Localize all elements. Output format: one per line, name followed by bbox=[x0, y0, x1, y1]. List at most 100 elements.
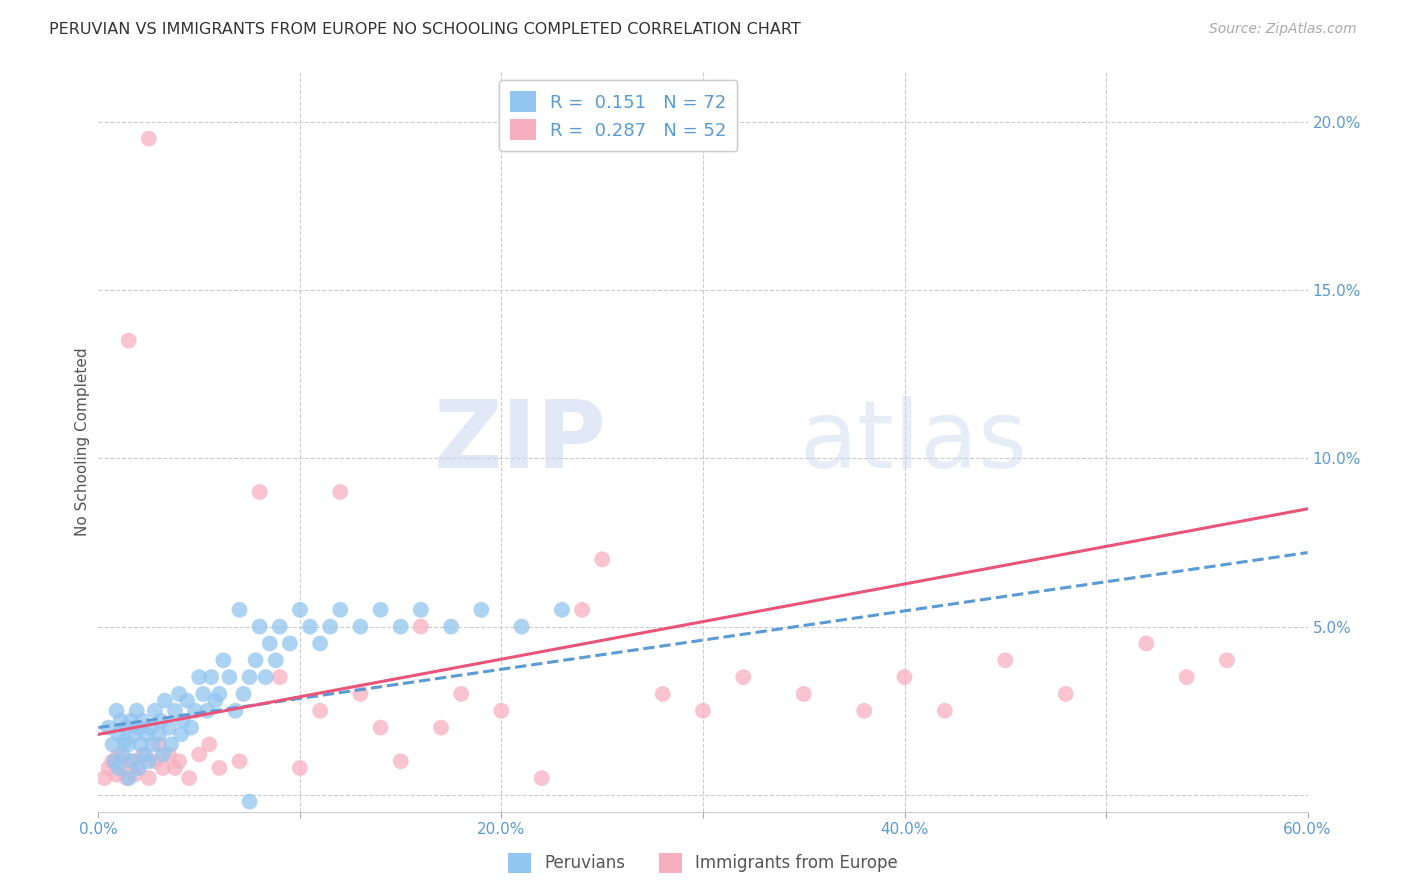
Point bbox=[120, 754, 142, 768]
Point bbox=[135, 727, 157, 741]
Point bbox=[299, 619, 322, 633]
Point bbox=[93, 771, 115, 785]
Point bbox=[118, 771, 141, 785]
Point bbox=[370, 603, 392, 617]
Point bbox=[143, 704, 166, 718]
Point bbox=[249, 485, 271, 500]
Point bbox=[163, 704, 186, 718]
Point bbox=[128, 761, 150, 775]
Point bbox=[228, 603, 250, 617]
Point bbox=[138, 771, 160, 785]
Point bbox=[245, 653, 267, 667]
Point bbox=[591, 552, 613, 566]
Point bbox=[288, 603, 311, 617]
Point bbox=[309, 636, 332, 650]
Point bbox=[370, 721, 392, 735]
Point bbox=[111, 761, 134, 775]
Point bbox=[349, 687, 371, 701]
Point bbox=[179, 771, 201, 785]
Point bbox=[239, 670, 262, 684]
Point bbox=[101, 754, 124, 768]
Point bbox=[259, 636, 281, 650]
Point bbox=[111, 747, 134, 762]
Point bbox=[1054, 687, 1077, 701]
Point bbox=[228, 754, 250, 768]
Point bbox=[239, 795, 262, 809]
Legend: Peruvians, Immigrants from Europe: Peruvians, Immigrants from Europe bbox=[501, 847, 905, 880]
Point bbox=[180, 721, 202, 735]
Point bbox=[389, 619, 412, 633]
Point bbox=[232, 687, 254, 701]
Point bbox=[389, 754, 412, 768]
Point bbox=[319, 619, 342, 633]
Point bbox=[1135, 636, 1157, 650]
Point bbox=[152, 747, 174, 762]
Text: Source: ZipAtlas.com: Source: ZipAtlas.com bbox=[1209, 22, 1357, 37]
Point bbox=[212, 653, 235, 667]
Point bbox=[193, 687, 215, 701]
Point bbox=[115, 771, 138, 785]
Point bbox=[571, 603, 593, 617]
Point bbox=[188, 747, 211, 762]
Point bbox=[152, 761, 174, 775]
Point bbox=[651, 687, 673, 701]
Point bbox=[172, 714, 194, 728]
Point bbox=[264, 653, 287, 667]
Point bbox=[138, 131, 160, 145]
Point bbox=[101, 738, 124, 752]
Point bbox=[157, 721, 180, 735]
Point bbox=[107, 727, 129, 741]
Point bbox=[195, 704, 218, 718]
Point bbox=[149, 714, 172, 728]
Point bbox=[153, 694, 176, 708]
Point bbox=[118, 334, 141, 348]
Point bbox=[170, 727, 193, 741]
Point bbox=[124, 727, 146, 741]
Point bbox=[440, 619, 463, 633]
Point bbox=[893, 670, 915, 684]
Point bbox=[349, 619, 371, 633]
Point bbox=[97, 761, 120, 775]
Point bbox=[853, 704, 876, 718]
Point bbox=[125, 704, 148, 718]
Point bbox=[105, 704, 128, 718]
Point bbox=[204, 694, 226, 708]
Point bbox=[142, 738, 165, 752]
Point bbox=[934, 704, 956, 718]
Point bbox=[224, 704, 246, 718]
Point bbox=[118, 738, 141, 752]
Point bbox=[329, 603, 352, 617]
Point bbox=[254, 670, 277, 684]
Point bbox=[124, 767, 146, 781]
Point bbox=[309, 704, 332, 718]
Point bbox=[132, 714, 155, 728]
Point bbox=[157, 747, 180, 762]
Point bbox=[1175, 670, 1198, 684]
Point bbox=[329, 485, 352, 500]
Point bbox=[269, 619, 291, 633]
Point bbox=[470, 603, 492, 617]
Point bbox=[200, 670, 222, 684]
Point bbox=[167, 754, 190, 768]
Point bbox=[288, 761, 311, 775]
Point bbox=[121, 754, 143, 768]
Point bbox=[97, 721, 120, 735]
Point bbox=[139, 721, 162, 735]
Point bbox=[409, 603, 432, 617]
Point bbox=[1216, 653, 1239, 667]
Point bbox=[110, 714, 132, 728]
Point bbox=[184, 704, 207, 718]
Point bbox=[218, 670, 240, 684]
Point bbox=[120, 714, 142, 728]
Point bbox=[134, 747, 156, 762]
Point bbox=[409, 619, 432, 633]
Point bbox=[160, 738, 183, 752]
Point bbox=[148, 727, 170, 741]
Point bbox=[138, 754, 160, 768]
Point bbox=[994, 653, 1017, 667]
Point bbox=[793, 687, 815, 701]
Point bbox=[551, 603, 574, 617]
Point bbox=[269, 670, 291, 684]
Point bbox=[107, 761, 129, 775]
Point bbox=[692, 704, 714, 718]
